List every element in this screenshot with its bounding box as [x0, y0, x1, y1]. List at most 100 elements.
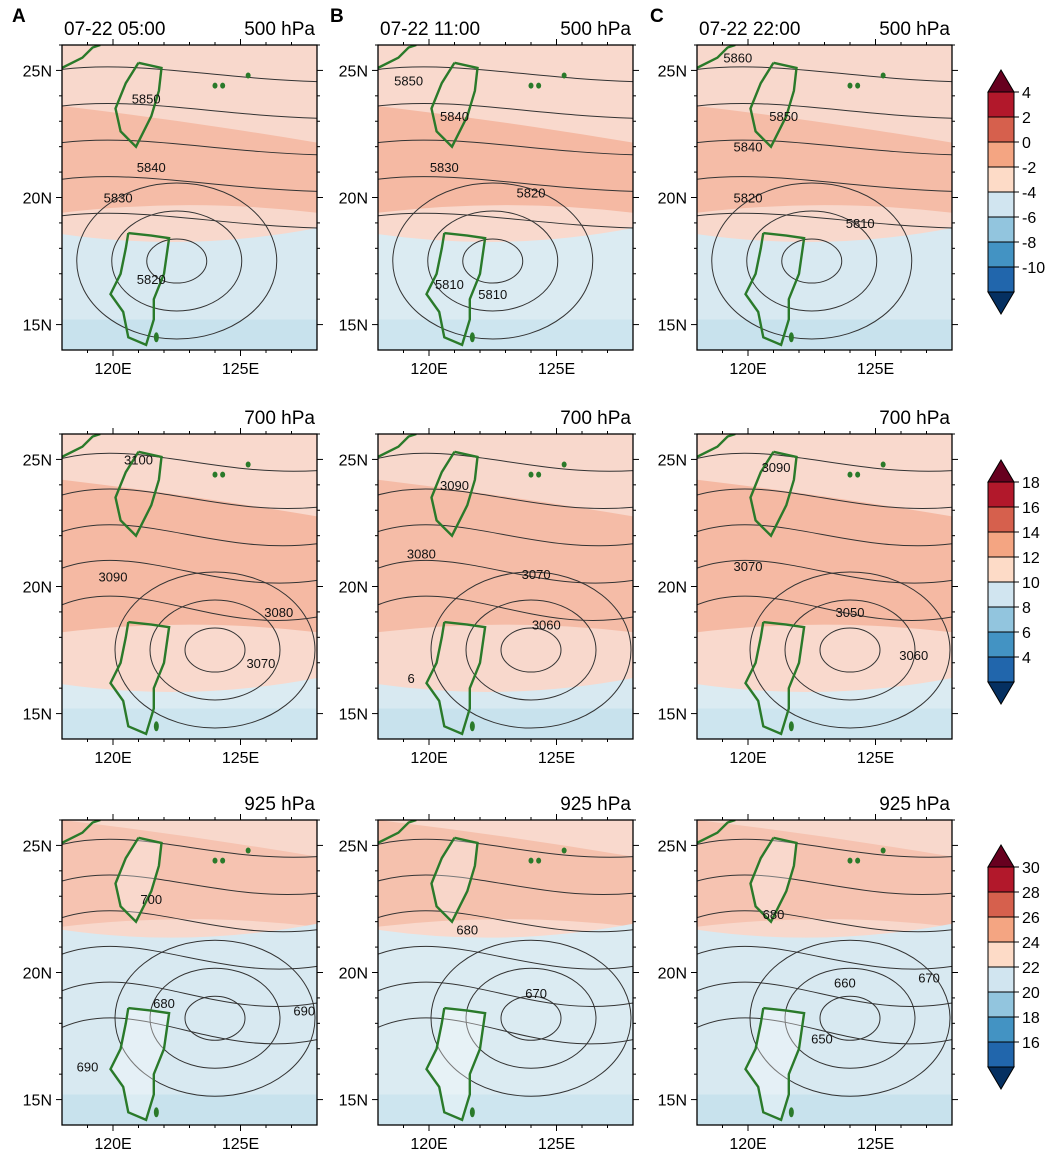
lat-tick-label: 20N — [658, 580, 687, 597]
contour-ring — [784, 599, 916, 701]
colorbar-segment — [987, 866, 1015, 893]
level-title: 925 hPa — [879, 794, 950, 815]
time-title: 07-22 05:00 — [64, 19, 165, 40]
lon-tick-label: 125E — [538, 1136, 575, 1153]
contour-label: 5810 — [435, 277, 464, 292]
lat-tick-label: 25N — [339, 838, 368, 855]
contour-label: 5830 — [104, 191, 133, 206]
lon-tick-label: 125E — [538, 750, 575, 767]
contour-line — [62, 981, 317, 1007]
map-panel-3: 5860 5850 5840 5820 5810 120E 125E 15N 20N 25N 500… — [658, 19, 958, 378]
colorbar-label: 10 — [1022, 575, 1040, 592]
contour-ring — [114, 939, 316, 1097]
contour-label: 5840 — [440, 109, 469, 124]
shade-warm — [697, 106, 952, 213]
luzon-coastline — [744, 1006, 806, 1122]
island — [561, 72, 567, 79]
lon-tick-label: 125E — [222, 361, 259, 378]
map-panel-7: 700 680 690 690 120E 125E 15N 20N 25N 925 hPa — [23, 794, 323, 1153]
map-panel-8: 680 670 120E 125E 15N 20N 25N 925 hPa — [339, 794, 639, 1153]
contour-label: 680 — [153, 996, 175, 1011]
contour-line — [378, 595, 633, 621]
contour-line — [62, 910, 317, 933]
contour-line — [697, 838, 952, 858]
shade-cool-deep — [378, 319, 633, 350]
level-title: 700 hPa — [244, 408, 315, 429]
contour-line — [378, 488, 633, 509]
island — [245, 461, 251, 468]
contour-line — [62, 524, 317, 547]
level-title: 500 hPa — [879, 19, 950, 40]
shade-cool — [697, 923, 952, 1125]
island — [153, 332, 159, 343]
colorbar-1: 4 2 0 -2 -4 -6 -8 -10 — [987, 69, 1045, 315]
shade-warm — [62, 106, 317, 213]
shade-warm — [378, 106, 633, 213]
contour-label: 5820 — [734, 191, 763, 206]
shade-cool-deep — [62, 708, 317, 739]
shading-field: 700 680 690 690 — [62, 820, 317, 1125]
colorbar-label: -6 — [1022, 210, 1036, 227]
taiwan-coastline — [114, 836, 163, 924]
contour-ring — [500, 995, 562, 1041]
panel-letter-a: A — [12, 6, 26, 27]
lat-tick-label: 20N — [339, 580, 368, 597]
shade-cool-deep — [62, 319, 317, 350]
contour-line — [697, 874, 952, 895]
colorbar-label: 4 — [1022, 650, 1031, 667]
contour-ring — [430, 939, 632, 1097]
lon-tick-label: 125E — [538, 361, 575, 378]
lon-tick-label: 120E — [729, 1136, 766, 1153]
taiwan-coastline — [749, 836, 798, 924]
taiwan-coastline — [749, 450, 798, 538]
colorbar-label: 26 — [1022, 910, 1040, 927]
china-coastline — [378, 45, 417, 69]
shading-field: 3100 3090 3080 3070 — [62, 434, 317, 739]
lat-tick-label: 15N — [658, 707, 687, 724]
luzon-coastline — [744, 620, 806, 736]
colorbar-segment — [987, 656, 1015, 683]
contour-line — [697, 595, 952, 621]
colorbar-top-arrow — [987, 69, 1015, 93]
colorbar-label: -2 — [1022, 160, 1036, 177]
contour-line — [378, 874, 633, 895]
shading-field: 680 660 670 650 — [697, 820, 952, 1125]
colorbar-label: 0 — [1022, 135, 1031, 152]
contour-label: 660 — [834, 976, 856, 991]
colorbar-segment — [987, 891, 1015, 918]
map-panel-6: 3090 3070 3050 3060 120E 125E 15N 20N 25N 700 hPa — [658, 408, 958, 767]
lon-tick-label: 125E — [857, 361, 894, 378]
contour-ring — [711, 182, 913, 340]
contour-line — [697, 946, 952, 970]
island — [880, 847, 886, 854]
island — [788, 721, 794, 732]
lat-tick-label: 15N — [658, 318, 687, 335]
taiwan-coastline — [114, 61, 163, 149]
colorbar-segment — [987, 941, 1015, 968]
contour-label: 6 — [408, 671, 415, 686]
contour-label: 650 — [811, 1032, 833, 1047]
colorbar-label: 18 — [1022, 1010, 1040, 1027]
lat-tick-label: 20N — [658, 191, 687, 208]
lon-tick-label: 120E — [729, 361, 766, 378]
colorbar-label: 16 — [1022, 1035, 1040, 1052]
contour-ring — [149, 599, 281, 701]
lat-tick-label: 15N — [658, 1093, 687, 1110]
lat-tick-label: 20N — [339, 966, 368, 983]
luzon-coastline — [425, 620, 487, 736]
contour-label: 670 — [525, 986, 547, 1001]
island — [212, 471, 218, 478]
island — [847, 82, 853, 89]
contour-ring — [184, 995, 246, 1041]
colorbar-2: 18 16 14 12 10 8 6 4 — [987, 459, 1040, 705]
contour-label: 680 — [763, 907, 785, 922]
time-title: 07-22 22:00 — [699, 19, 800, 40]
colorbar-label: -8 — [1022, 235, 1036, 252]
lon-tick-label: 120E — [410, 361, 447, 378]
luzon-coastline — [425, 1006, 487, 1122]
colorbar-top-arrow — [987, 844, 1015, 868]
level-title: 925 hPa — [244, 794, 315, 815]
contour-label: 5850 — [769, 109, 798, 124]
island — [880, 72, 886, 79]
